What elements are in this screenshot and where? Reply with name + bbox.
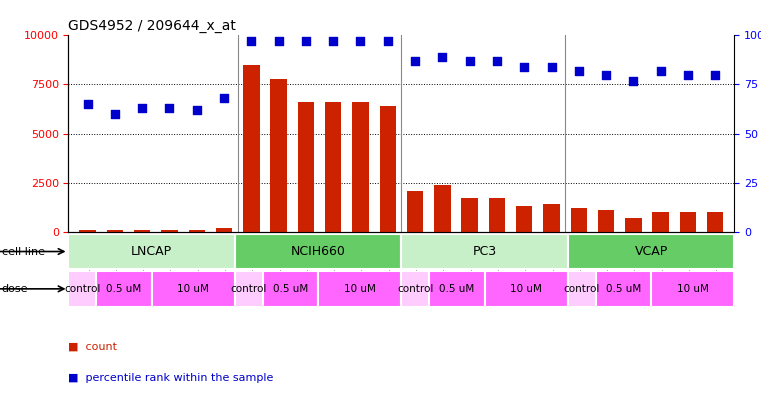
Text: control: control [564,284,600,294]
Bar [461,198,478,232]
Text: 10 uM: 10 uM [677,284,708,294]
Bar [244,65,260,232]
Text: VCAP: VCAP [635,245,667,258]
Bar [151,271,235,307]
Point [463,58,476,64]
Text: ■  percentile rank within the sample: ■ percentile rank within the sample [68,373,274,383]
Bar [107,230,123,232]
Bar [161,230,177,232]
Bar [263,271,318,307]
Point [709,72,721,78]
Point [218,95,230,101]
Point [682,72,694,78]
Point [136,105,148,111]
Bar [485,271,568,307]
Bar [651,271,734,307]
Bar [707,212,724,232]
Point [573,68,585,74]
Bar [68,234,235,269]
Text: LNCAP: LNCAP [131,245,172,258]
Bar [189,230,205,232]
Point [191,107,203,113]
Bar [318,271,402,307]
Bar [596,271,651,307]
Point [546,64,558,70]
Point [436,54,448,60]
Bar [435,185,451,232]
Text: 10 uM: 10 uM [177,284,209,294]
Bar [407,191,423,232]
Point [654,68,667,74]
Bar [516,206,533,232]
Text: cell line: cell line [2,246,45,257]
Bar [402,271,429,307]
Point [109,111,121,117]
Bar [270,79,287,232]
Bar [325,102,342,232]
Text: GDS4952 / 209644_x_at: GDS4952 / 209644_x_at [68,19,237,33]
Bar [429,271,485,307]
Bar [235,271,263,307]
Point [382,38,394,44]
Point [355,38,367,44]
Bar [680,212,696,232]
Text: NCIH660: NCIH660 [291,245,345,258]
Bar [626,218,642,232]
Bar [79,230,96,232]
Point [300,38,312,44]
Point [245,38,257,44]
Point [627,77,639,84]
Text: PC3: PC3 [473,245,497,258]
Bar [489,198,505,232]
Bar [96,271,151,307]
Bar [598,210,614,232]
Text: control: control [64,284,100,294]
Bar [298,102,314,232]
Bar [134,230,151,232]
Bar [235,234,402,269]
Text: 10 uM: 10 uM [344,284,376,294]
Point [409,58,421,64]
Bar [380,106,396,232]
Point [518,64,530,70]
Point [327,38,339,44]
Bar [352,102,368,232]
Text: control: control [231,284,267,294]
Text: 0.5 uM: 0.5 uM [107,284,142,294]
Point [491,58,503,64]
Text: 0.5 uM: 0.5 uM [606,284,641,294]
Bar [402,234,568,269]
Bar [568,271,596,307]
Bar [216,228,232,232]
Text: ■  count: ■ count [68,342,117,352]
Bar [543,204,559,232]
Bar [571,208,587,232]
Point [272,38,285,44]
Bar [568,234,734,269]
Point [600,72,612,78]
Text: dose: dose [2,284,28,294]
Text: 0.5 uM: 0.5 uM [273,284,308,294]
Point [164,105,176,111]
Text: control: control [397,284,434,294]
Text: 0.5 uM: 0.5 uM [439,284,475,294]
Bar [68,271,96,307]
Bar [652,212,669,232]
Text: 10 uM: 10 uM [511,284,543,294]
Point [81,101,94,107]
